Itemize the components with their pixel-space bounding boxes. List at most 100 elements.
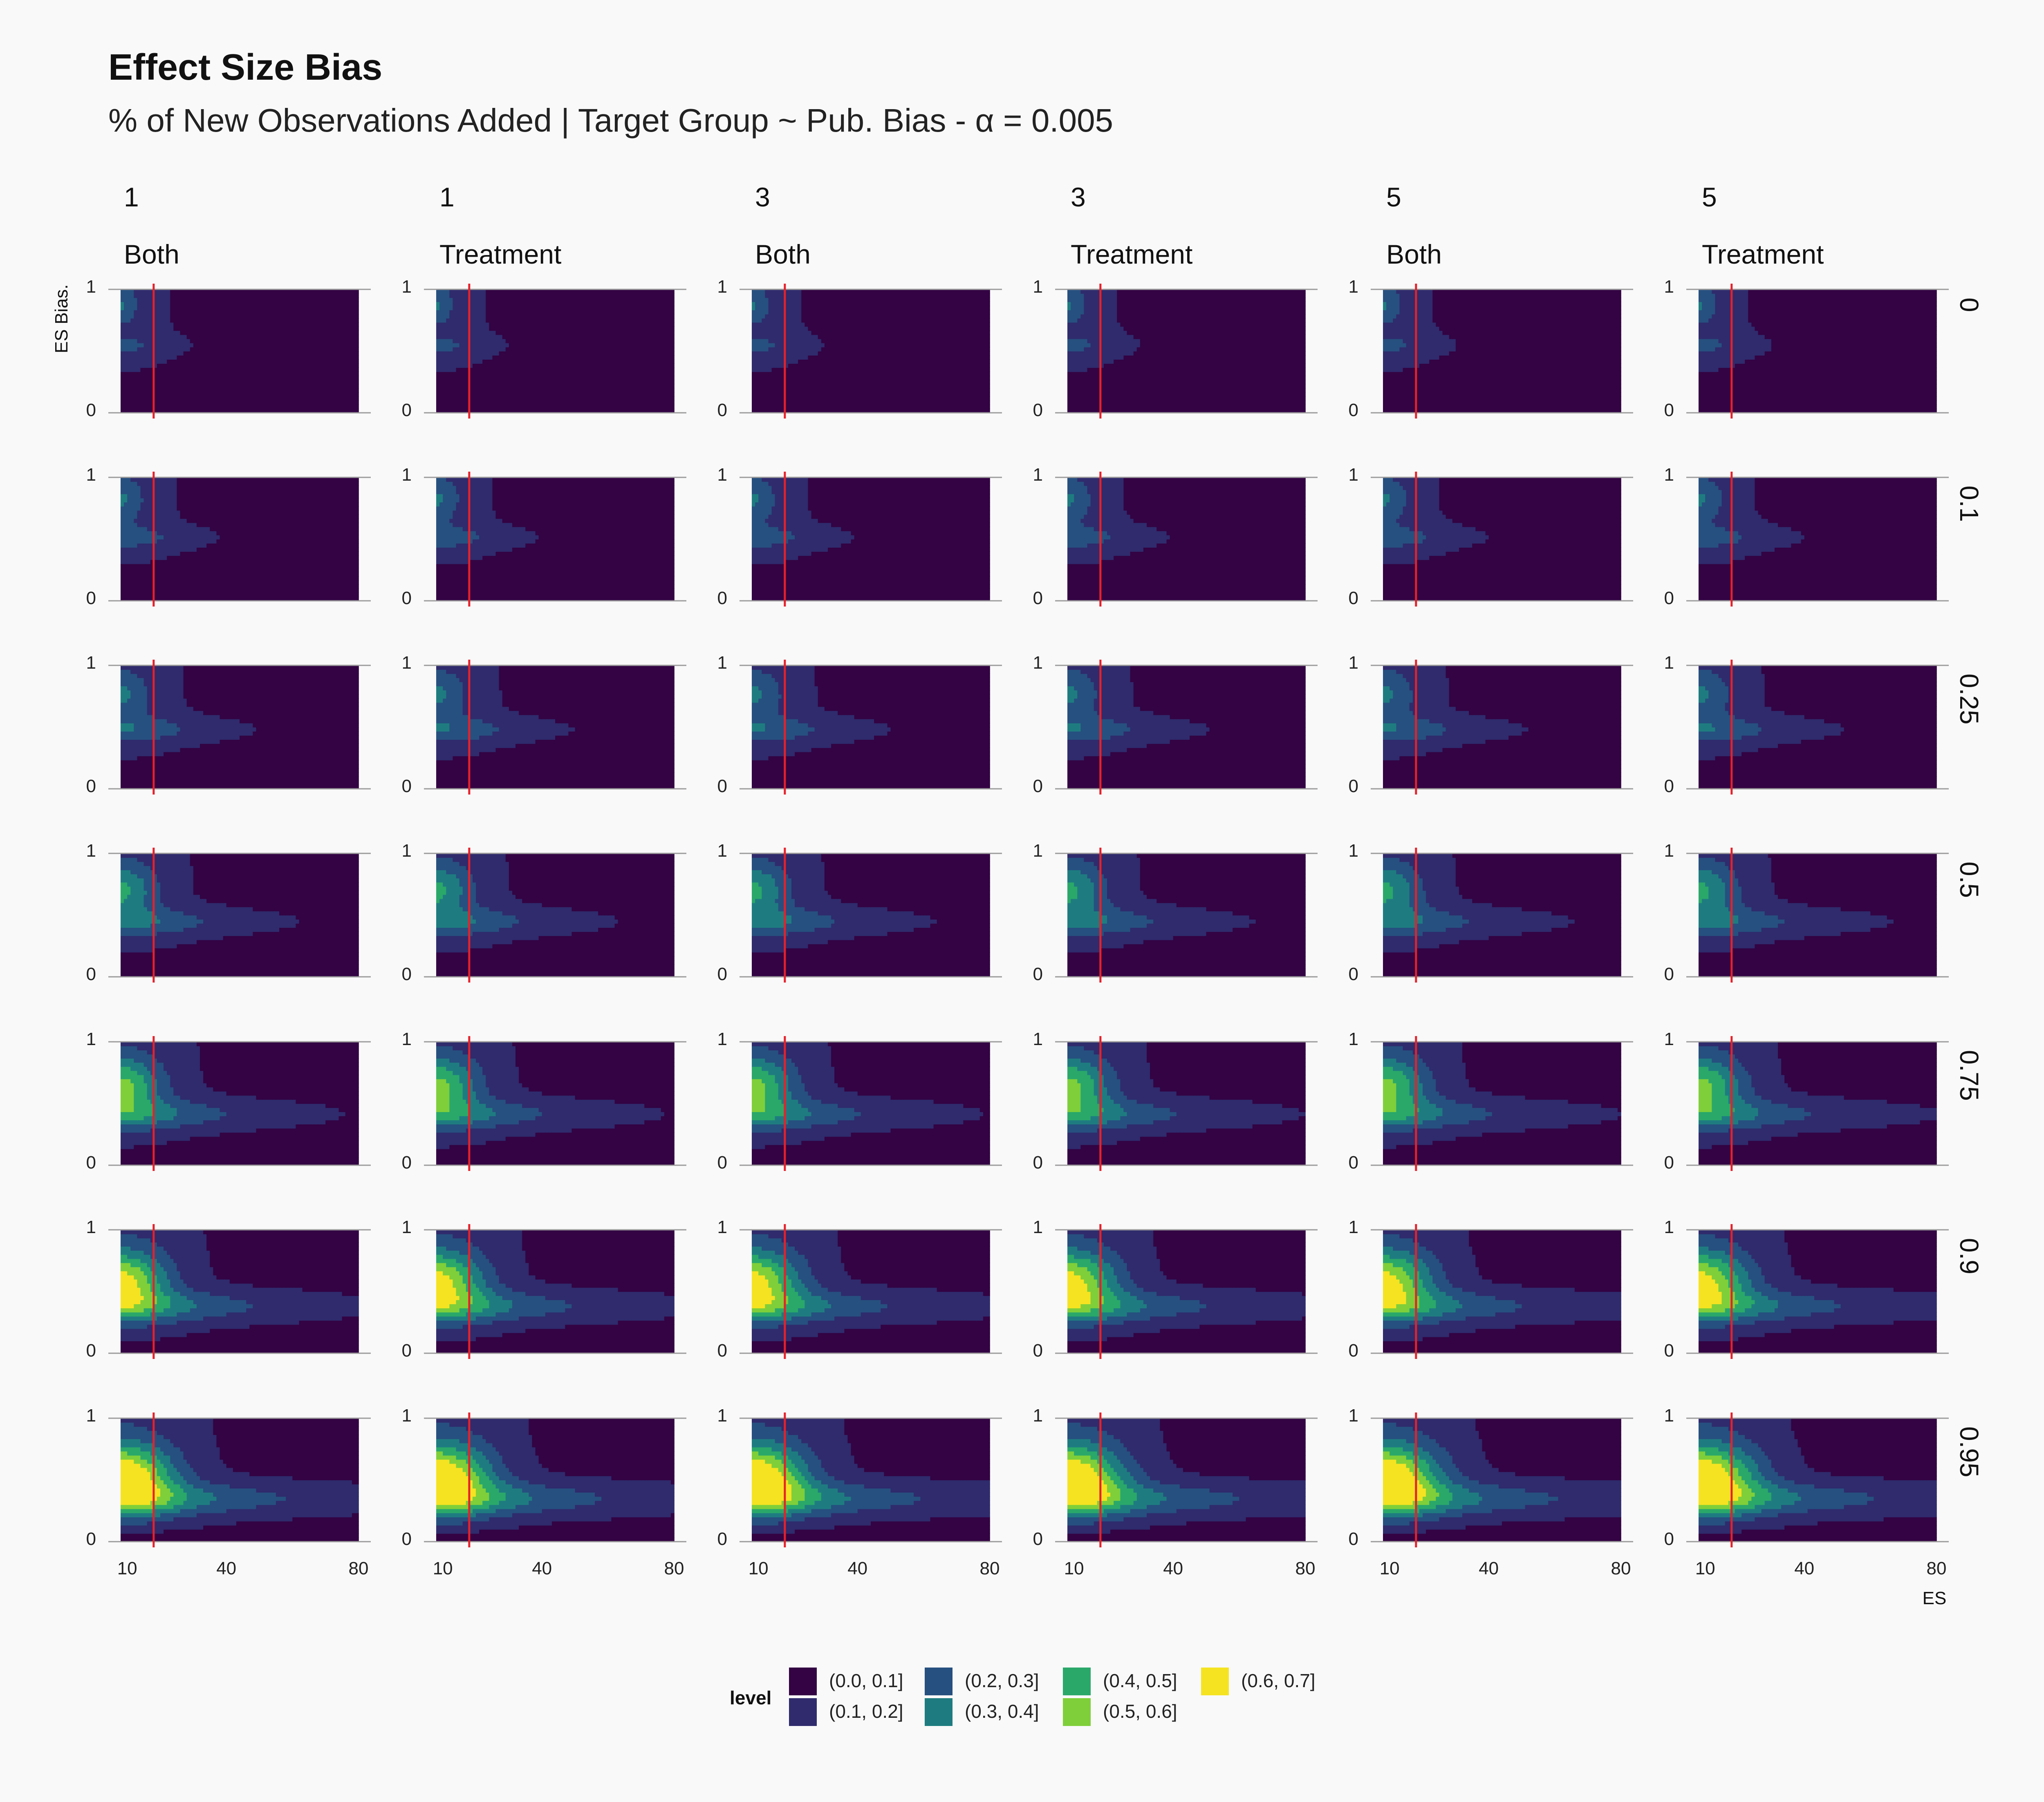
contour-cell	[210, 355, 213, 360]
contour-cell	[134, 351, 137, 356]
contour-cell	[157, 380, 161, 384]
contour-cell	[210, 343, 213, 347]
contour-cell	[220, 339, 224, 343]
contour-cell	[355, 405, 359, 409]
contour-cell	[289, 384, 293, 389]
contour-cell	[167, 401, 170, 405]
contour-cell	[296, 401, 299, 405]
contour-cell	[316, 372, 319, 376]
contour-cell	[306, 347, 309, 351]
contour-cell	[349, 392, 352, 397]
contour-cell	[184, 384, 187, 389]
contour-cell	[306, 363, 309, 368]
contour-cell	[243, 392, 247, 397]
contour-cell	[206, 396, 210, 401]
contour-cell	[233, 359, 237, 364]
contour-cell	[164, 367, 167, 372]
contour-cell	[299, 396, 303, 401]
contour-cell	[316, 396, 319, 401]
contour-cell	[203, 331, 207, 335]
contour-cell	[332, 343, 336, 347]
contour-cell	[147, 384, 151, 389]
contour-cell	[230, 376, 233, 380]
contour-cell	[230, 380, 233, 384]
contour-cell	[160, 405, 164, 409]
contour-cell	[213, 335, 217, 339]
contour-cell	[223, 339, 227, 343]
contour-cell	[263, 351, 267, 356]
contour-cell	[147, 327, 151, 331]
contour-cell	[216, 384, 220, 389]
contour-cell	[309, 359, 313, 364]
contour-cell	[342, 401, 346, 405]
contour-cell	[306, 384, 309, 389]
column-strip-top-label: 1	[124, 182, 139, 212]
contour-cell	[325, 396, 329, 401]
contour-cell	[339, 367, 343, 372]
contour-cell	[206, 331, 210, 335]
contour-cell	[127, 405, 131, 409]
contour-cell	[170, 343, 174, 347]
contour-cell	[342, 343, 346, 347]
contour-cell	[180, 327, 184, 331]
contour-cell	[306, 401, 309, 405]
contour-cell	[329, 335, 332, 339]
contour-cell	[236, 343, 240, 347]
contour-cell	[223, 380, 227, 384]
contour-cell	[273, 384, 276, 389]
contour-cell	[193, 351, 197, 356]
contour-cell	[335, 351, 339, 356]
contour-cell	[256, 401, 260, 405]
contour-cell	[197, 339, 200, 343]
contour-cell	[306, 376, 309, 380]
contour-cell	[249, 384, 253, 389]
contour-cell	[282, 363, 286, 368]
contour-cell	[253, 376, 256, 380]
contour-cell	[137, 355, 141, 360]
contour-cell	[216, 335, 220, 339]
contour-cell	[279, 355, 283, 360]
contour-cell	[240, 339, 243, 343]
contour-cell	[249, 396, 253, 401]
contour-cell	[141, 363, 144, 368]
contour-cell	[322, 396, 326, 401]
contour-cell	[220, 335, 224, 339]
contour-cell	[253, 380, 256, 384]
contour-cell	[319, 367, 323, 372]
contour-cell	[335, 392, 339, 397]
contour-cell	[197, 372, 200, 376]
contour-cell	[134, 376, 137, 380]
contour-cell	[266, 343, 270, 347]
contour-cell	[173, 339, 177, 343]
contour-cell	[193, 347, 197, 351]
contour-cell	[256, 363, 260, 368]
contour-cell	[134, 347, 137, 351]
contour-cell	[216, 380, 220, 384]
contour-cell	[260, 367, 263, 372]
contour-cell	[180, 380, 184, 384]
contour-cell	[170, 351, 174, 356]
contour-cell	[187, 392, 191, 397]
contour-cell	[200, 401, 204, 405]
contour-cell	[289, 372, 293, 376]
contour-cell	[339, 347, 343, 351]
contour-cell	[282, 347, 286, 351]
contour-cell	[329, 396, 332, 401]
contour-cell	[226, 355, 230, 360]
contour-cell	[345, 359, 349, 364]
contour-cell	[306, 388, 309, 393]
contour-cell	[226, 367, 230, 372]
contour-cell	[345, 339, 349, 343]
contour-cell	[141, 401, 144, 405]
contour-cell	[243, 396, 247, 401]
contour-cell	[121, 384, 124, 389]
contour-cell	[269, 396, 273, 401]
contour-cell	[266, 355, 270, 360]
contour-cell	[240, 359, 243, 364]
contour-cell	[286, 347, 289, 351]
contour-cell	[226, 363, 230, 368]
contour-cell	[147, 396, 151, 401]
contour-cell	[355, 347, 359, 351]
contour-cell	[160, 359, 164, 364]
contour-cell	[210, 339, 213, 343]
